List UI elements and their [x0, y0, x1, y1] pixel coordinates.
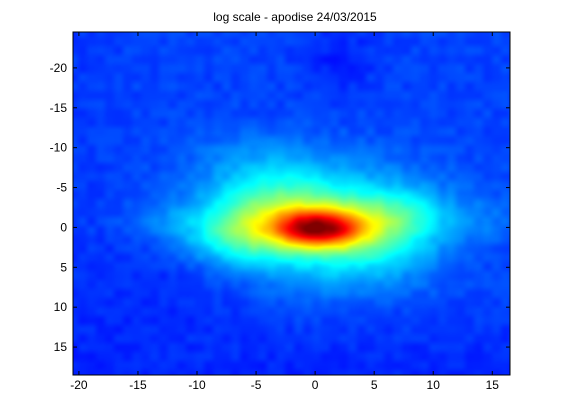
y-tick-label: -15 [50, 101, 68, 115]
y-tick-label: -20 [50, 61, 68, 75]
plot-area [72, 31, 511, 376]
y-tick-label: 0 [60, 220, 67, 234]
y-tick-label: -5 [56, 181, 67, 195]
y-tick-label: -10 [50, 141, 68, 155]
x-axis: -20 -15 -10 -5 0 5 10 15 [70, 32, 499, 392]
x-tick-label: -15 [129, 378, 147, 392]
y-axis: -20 -15 -10 -5 0 5 10 15 [50, 61, 510, 354]
y-tick-label: 10 [54, 300, 68, 314]
x-tick-label: -20 [70, 378, 88, 392]
x-tick-label: 15 [486, 378, 500, 392]
x-tick-label: 10 [427, 378, 441, 392]
y-tick-label: 5 [60, 260, 67, 274]
axes-box [72, 31, 511, 376]
y-tick-label: 15 [54, 340, 68, 354]
x-tick-label: -10 [188, 378, 206, 392]
x-tick-label: -5 [251, 378, 262, 392]
x-tick-label: 5 [371, 378, 378, 392]
heatmap-image [73, 32, 510, 375]
x-tick-label: 0 [312, 378, 319, 392]
chart-title: log scale - apodise 24/03/2015 [213, 10, 377, 24]
